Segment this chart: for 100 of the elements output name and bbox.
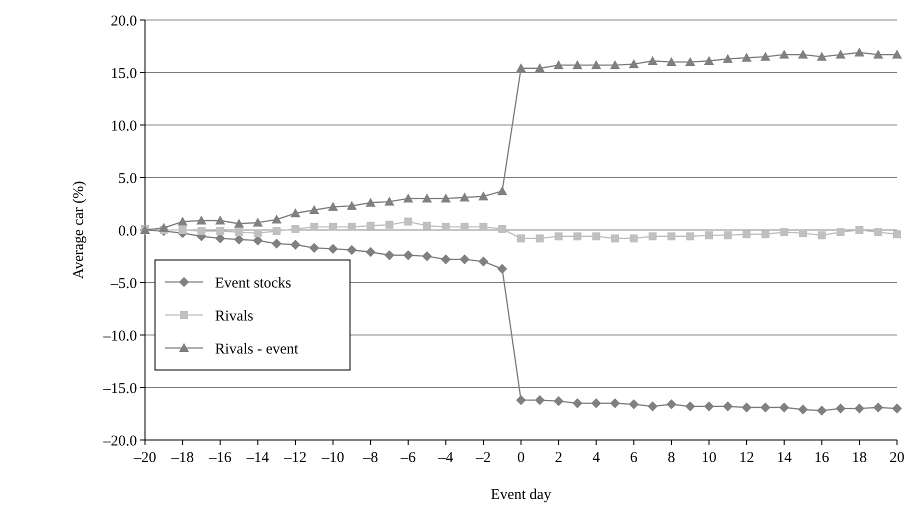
y-axis-title: Average car (%) <box>71 181 87 279</box>
point <box>329 222 337 231</box>
x-tick-label: –8 <box>362 450 378 466</box>
point <box>854 48 864 57</box>
x-tick-label: –10 <box>320 450 344 466</box>
point <box>310 222 318 231</box>
point <box>384 250 394 260</box>
point <box>384 196 394 206</box>
legend-label: Rivals <box>215 308 254 324</box>
point <box>442 222 450 231</box>
point <box>403 194 414 202</box>
point <box>178 226 187 234</box>
x-tick-label: 4 <box>592 450 600 466</box>
point <box>685 57 696 66</box>
x-tick-label: –6 <box>400 450 416 466</box>
x-tick-label: 10 <box>702 450 716 466</box>
point <box>591 60 602 70</box>
y-tick-label: 10.0 <box>110 118 137 134</box>
point <box>235 228 243 236</box>
point <box>573 232 582 240</box>
x-tick-label: –12 <box>283 450 307 466</box>
x-axis-title: Event day <box>490 487 552 503</box>
point <box>761 230 770 238</box>
point <box>404 218 412 226</box>
point <box>855 226 864 234</box>
point <box>892 404 902 414</box>
point <box>348 222 356 231</box>
x-tick-label: –2 <box>474 450 491 466</box>
point <box>722 401 733 412</box>
point <box>422 251 432 262</box>
point <box>648 401 658 412</box>
point <box>892 50 902 59</box>
point <box>385 220 394 229</box>
point <box>346 200 357 210</box>
point <box>780 228 788 236</box>
x-tick-label: 0 <box>517 450 525 466</box>
point <box>704 401 714 412</box>
point <box>873 402 884 412</box>
x-tick-label: 16 <box>814 450 830 466</box>
x-tick-label: –14 <box>246 450 270 466</box>
x-tick-label: 12 <box>739 450 754 466</box>
point <box>722 54 733 63</box>
point <box>196 216 206 225</box>
y-tick-label: 5.0 <box>118 170 137 187</box>
point <box>836 228 845 236</box>
x-tick-label: 14 <box>776 450 792 466</box>
x-tick-label: –4 <box>437 450 454 466</box>
point <box>460 192 470 202</box>
point <box>272 238 282 249</box>
point <box>742 402 752 412</box>
point <box>478 191 488 200</box>
point <box>816 406 827 416</box>
point <box>742 52 752 62</box>
legend-label: Event stocks <box>215 275 292 292</box>
point <box>366 222 375 230</box>
point <box>592 232 600 240</box>
y-tick-label: –10.0 <box>102 328 137 344</box>
point <box>422 194 432 202</box>
point <box>630 234 638 242</box>
y-tick-label: 20.0 <box>110 13 137 30</box>
point <box>309 242 320 253</box>
point <box>648 232 657 240</box>
point <box>440 254 451 264</box>
point <box>215 216 226 225</box>
x-tick-label: 18 <box>852 450 867 466</box>
point <box>516 63 526 72</box>
point <box>628 399 639 410</box>
point <box>667 232 676 240</box>
point <box>666 399 676 410</box>
point <box>309 205 320 214</box>
point <box>291 224 300 233</box>
point <box>479 222 488 231</box>
y-tick-label: –5.0 <box>110 276 137 292</box>
point <box>534 395 545 406</box>
point <box>272 227 281 236</box>
point <box>760 52 770 61</box>
y-tick-label: –15.0 <box>102 380 137 397</box>
point <box>611 234 619 242</box>
point <box>742 230 751 238</box>
y-tick-label: –20.0 <box>102 433 137 450</box>
point <box>216 227 224 236</box>
point <box>554 60 564 70</box>
point <box>704 56 714 65</box>
point <box>873 50 884 59</box>
point <box>328 202 338 211</box>
x-tick-label: 6 <box>630 450 638 466</box>
point <box>328 244 338 254</box>
x-tick-label: 8 <box>668 450 676 466</box>
point <box>648 56 658 65</box>
point <box>779 402 790 412</box>
point <box>478 256 488 266</box>
point <box>591 398 602 408</box>
point <box>252 236 263 246</box>
point <box>272 214 282 224</box>
point <box>346 244 357 255</box>
point <box>572 398 582 408</box>
point <box>799 229 807 238</box>
point <box>836 50 846 59</box>
point <box>818 231 826 240</box>
point <box>628 59 639 68</box>
